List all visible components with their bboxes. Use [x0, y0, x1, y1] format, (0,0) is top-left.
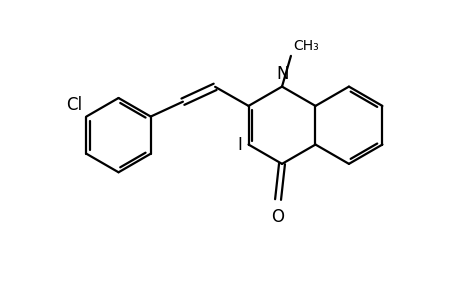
- Text: Cl: Cl: [66, 96, 82, 114]
- Text: CH₃: CH₃: [293, 39, 319, 53]
- Text: N: N: [276, 64, 289, 82]
- Text: O: O: [271, 208, 284, 226]
- Text: I: I: [237, 136, 242, 154]
